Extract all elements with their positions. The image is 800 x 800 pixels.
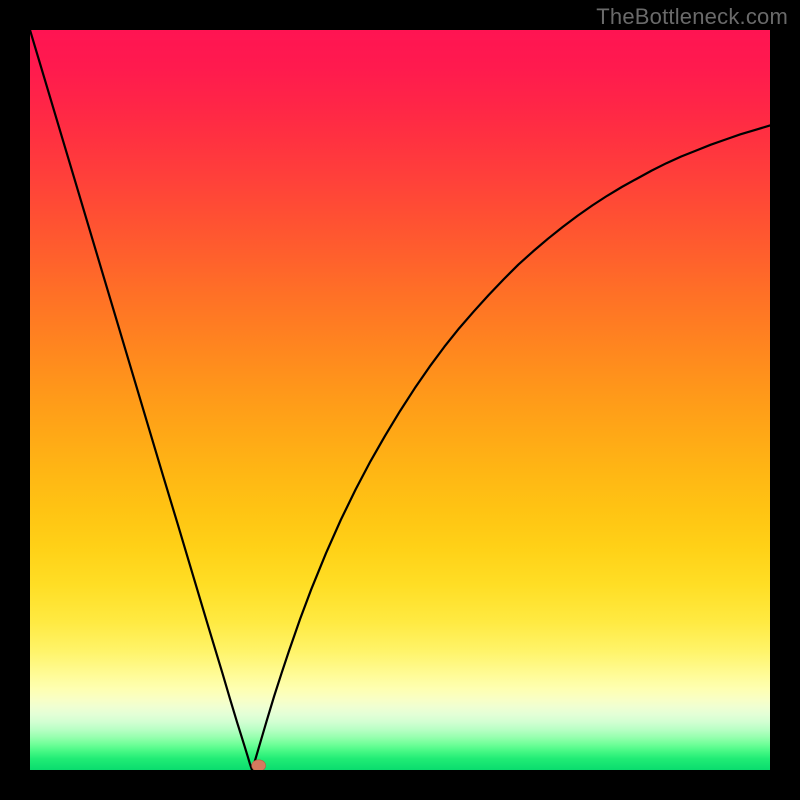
chart-svg [30,30,770,770]
watermark-text: TheBottleneck.com [596,4,788,30]
bottleneck-chart [30,30,770,770]
point-marker [252,760,266,770]
